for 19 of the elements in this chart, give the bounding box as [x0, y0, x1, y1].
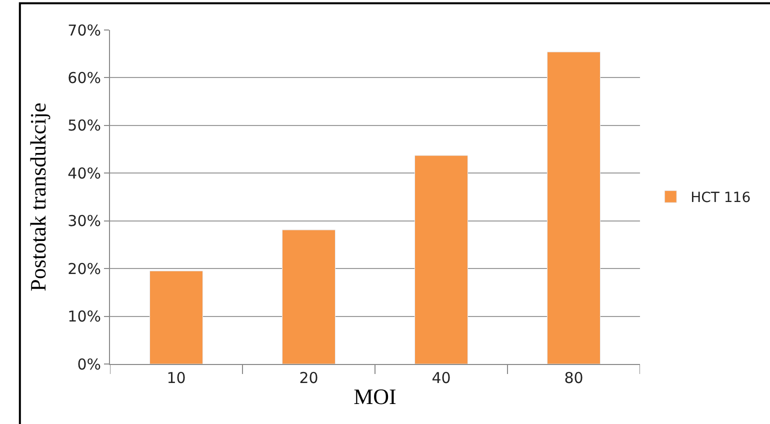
y-tick-label: 30%	[68, 212, 101, 230]
bar	[414, 155, 468, 364]
x-axis-title: MOI	[354, 384, 396, 409]
x-tick-label: 40	[432, 369, 451, 387]
legend-label: HCT 116	[690, 190, 751, 206]
x-tick-label: 10	[166, 369, 186, 387]
y-tick-label: 20%	[68, 260, 101, 278]
y-tick-label: 50%	[68, 116, 101, 135]
bar	[282, 230, 336, 364]
x-tick-label: 80	[564, 369, 584, 387]
y-tick-label: 0%	[77, 355, 101, 374]
y-axis-title: Postotak transdukcije	[25, 102, 50, 292]
y-tick-label: 10%	[68, 308, 101, 326]
y-tick-label: 60%	[68, 68, 101, 87]
bar	[547, 52, 600, 364]
y-tick-label: 40%	[68, 164, 101, 182]
bar	[150, 270, 203, 364]
x-tick-label: 20	[299, 369, 318, 387]
y-tick-label: 70%	[68, 21, 101, 40]
